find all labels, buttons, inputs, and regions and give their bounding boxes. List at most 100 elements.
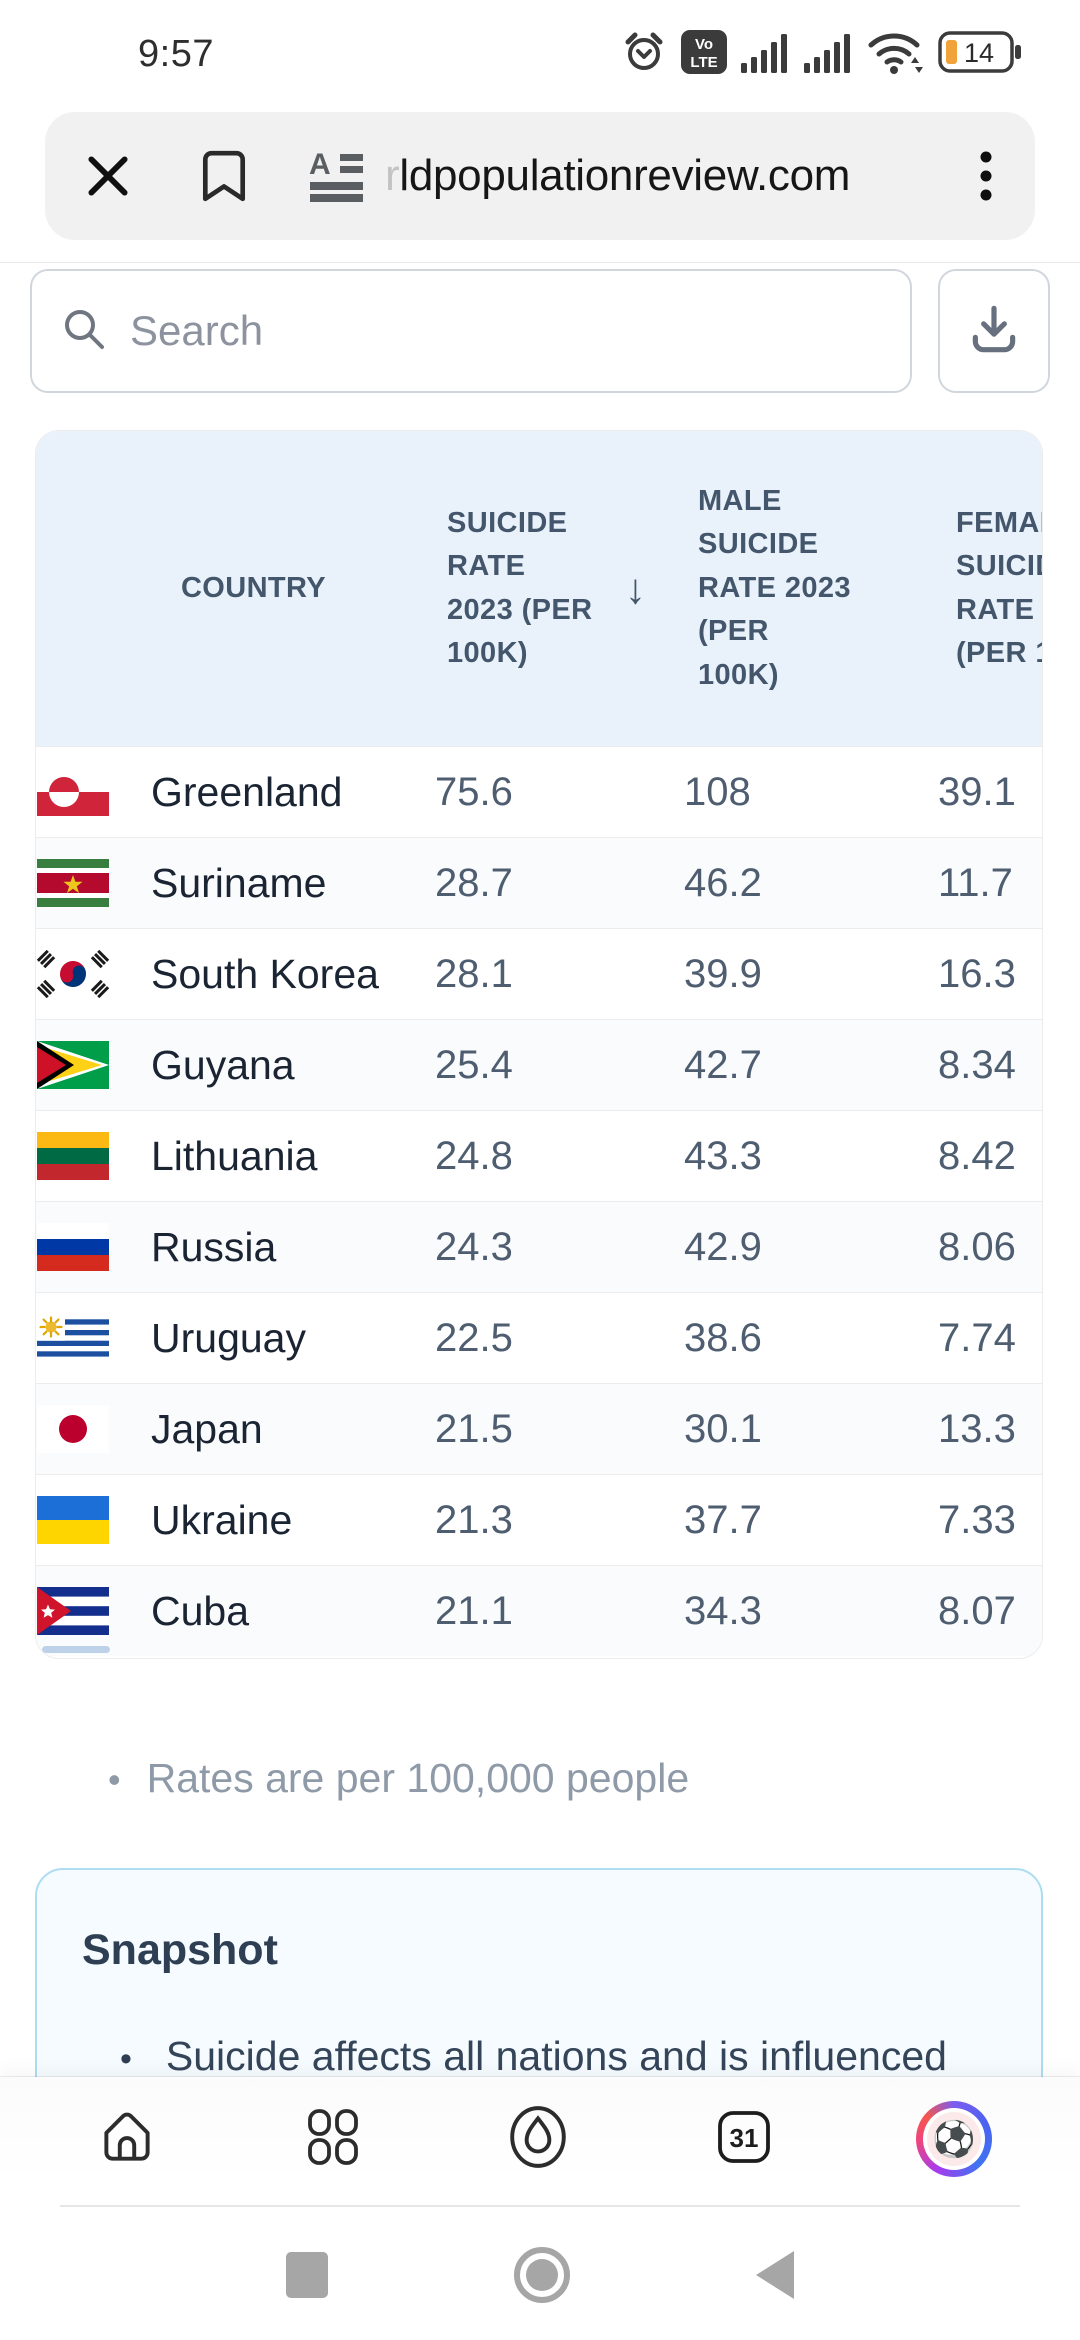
battery-icon: 14 [938, 30, 1022, 79]
guyana-flag [37, 1041, 109, 1089]
home-button[interactable] [514, 2247, 570, 2303]
bullet-dot: • [108, 1759, 121, 1800]
table-row: Suriname 28.7 46.2 11.7 [36, 837, 1042, 928]
female-rate-value: 8.34 [938, 1042, 1016, 1087]
column-header-male-rate[interactable]: MALE SUICIDE RATE 2023 (PER 100K) [698, 484, 851, 691]
country-name: Cuba [151, 1587, 250, 1634]
column-header-suicide-rate[interactable]: SUICIDE RATE 2023 (PER 100K) ↓ [447, 506, 647, 670]
reader-mode-icon[interactable]: A [309, 149, 363, 203]
rates-note: • Rates are per 100,000 people [108, 1755, 689, 1802]
country-name: Ukraine [151, 1496, 293, 1543]
suicide-rate-value: 28.1 [435, 951, 513, 996]
address-bar-url[interactable]: rldpopulationreview.com [385, 151, 851, 200]
web-content: COUNTRY SUICIDE RATE 2023 (PER 100K) ↓ M… [0, 263, 1080, 2340]
lithuania-flag [37, 1132, 109, 1180]
signal-sim1-icon [741, 31, 791, 78]
snapshot-bullet-text: Suicide affects all nations and is influ… [165, 2033, 947, 2079]
country-name: Japan [151, 1405, 263, 1452]
male-rate-value: 108 [684, 769, 751, 814]
female-rate-value: 13.3 [938, 1406, 1016, 1451]
bookmark-icon[interactable] [201, 149, 247, 203]
horizontal-scrollbar[interactable] [42, 1646, 110, 1653]
russia-flag [37, 1223, 109, 1271]
dock-divider [60, 2205, 1020, 2207]
browser-app-icon[interactable] [505, 2104, 571, 2175]
svg-text:LTE: LTE [690, 54, 717, 71]
suicide-rate-value: 28.7 [435, 860, 513, 905]
search-field[interactable] [30, 269, 912, 393]
male-rate-value: 39.9 [684, 951, 762, 996]
uruguay-flag [37, 1314, 109, 1362]
female-rate-value: 8.42 [938, 1133, 1016, 1178]
male-rate-value: 43.3 [684, 1133, 762, 1178]
greenland-flag [37, 768, 109, 816]
column-header-country[interactable]: COUNTRY [180, 571, 327, 604]
female-rate-value: 16.3 [938, 951, 1016, 996]
table-row: Lithuania 24.8 43.3 8.42 [36, 1110, 1042, 1201]
snapshot-title: Snapshot [82, 1926, 278, 1974]
more-menu-icon[interactable] [979, 149, 993, 203]
country-name: Greenland [151, 768, 343, 815]
svg-text:A: A [309, 149, 331, 181]
home-icon[interactable] [94, 2104, 160, 2175]
female-rate-value: 39.1 [938, 769, 1016, 814]
recents-button[interactable] [286, 2252, 328, 2298]
country-name: Uruguay [151, 1314, 306, 1361]
table-row: Russia 24.3 42.9 8.06 [36, 1201, 1042, 1292]
country-name: Guyana [151, 1041, 295, 1088]
close-icon[interactable] [83, 151, 133, 201]
clock-time: 9:57 [138, 32, 214, 75]
japan-flag [37, 1405, 109, 1453]
android-navigation [0, 2227, 1080, 2323]
sports-app-icon[interactable]: ⚽ [916, 2101, 992, 2177]
table-row: Ukraine 21.3 37.7 7.33 [36, 1474, 1042, 1565]
male-rate-value: 37.7 [684, 1497, 762, 1542]
suriname-flag [37, 859, 109, 907]
search-input[interactable] [128, 306, 882, 356]
browser-chrome: A rldpopulationreview.com [0, 100, 1080, 263]
suicide-rate-value: 25.4 [435, 1042, 513, 1087]
south-korea-flag [36, 950, 110, 998]
table-row: South Korea 28.1 39.9 16.3 [36, 928, 1042, 1019]
female-rate-value: 8.06 [938, 1224, 1016, 1269]
svg-text:14: 14 [964, 38, 994, 68]
svg-text:Vo: Vo [695, 36, 713, 53]
cuba-flag [37, 1587, 109, 1635]
table-row: Greenland 75.6 108 39.1 [36, 746, 1042, 837]
ukraine-flag [37, 1496, 109, 1544]
male-rate-value: 46.2 [684, 860, 762, 905]
country-name: South Korea [151, 950, 379, 997]
bullet-dot: • [120, 2040, 132, 2078]
back-button[interactable] [756, 2251, 794, 2299]
suicide-rate-value: 75.6 [435, 769, 513, 814]
calendar-icon[interactable]: 31 [712, 2105, 776, 2174]
table-header-row: COUNTRY SUICIDE RATE 2023 (PER 100K) ↓ M… [36, 431, 1042, 746]
female-rate-value: 7.74 [938, 1315, 1016, 1360]
male-rate-value: 42.9 [684, 1224, 762, 1269]
status-bar: 9:57 Vo LTE [0, 0, 1080, 100]
male-rate-value: 38.6 [684, 1315, 762, 1360]
volte-icon: Vo LTE [680, 29, 728, 80]
table-row: Japan 21.5 30.1 13.3 [36, 1383, 1042, 1474]
table-row: Guyana 25.4 42.7 8.34 [36, 1019, 1042, 1110]
suicide-rate-value: 24.8 [435, 1133, 513, 1178]
alarm-icon [621, 29, 667, 80]
column-header-female-rate[interactable]: FEMALE SUICIDE RATE 2023 (PER 100K) [956, 506, 1042, 670]
suicide-rate-value: 21.3 [435, 1497, 513, 1542]
female-rate-value: 11.7 [938, 860, 1013, 905]
browser-toolbar: A rldpopulationreview.com [45, 112, 1035, 240]
male-rate-value: 42.7 [684, 1042, 762, 1087]
download-icon [965, 300, 1023, 363]
sort-descending-icon[interactable]: ↓ [625, 565, 647, 612]
bottom-dock: 31 ⚽ [0, 2077, 1080, 2340]
table-row: Uruguay 22.5 38.6 7.74 [36, 1292, 1042, 1383]
calendar-date-label: 31 [729, 2123, 758, 2153]
country-name: Lithuania [151, 1132, 318, 1179]
download-button[interactable] [938, 269, 1050, 393]
app-grid-icon[interactable] [301, 2105, 365, 2174]
rates-note-text: Rates are per 100,000 people [146, 1755, 690, 1801]
table-body: Greenland 75.6 108 39.1 Suriname 28.7 46… [36, 746, 1042, 1656]
suicide-rate-value: 22.5 [435, 1315, 513, 1360]
rates-table: COUNTRY SUICIDE RATE 2023 (PER 100K) ↓ M… [35, 430, 1043, 1659]
